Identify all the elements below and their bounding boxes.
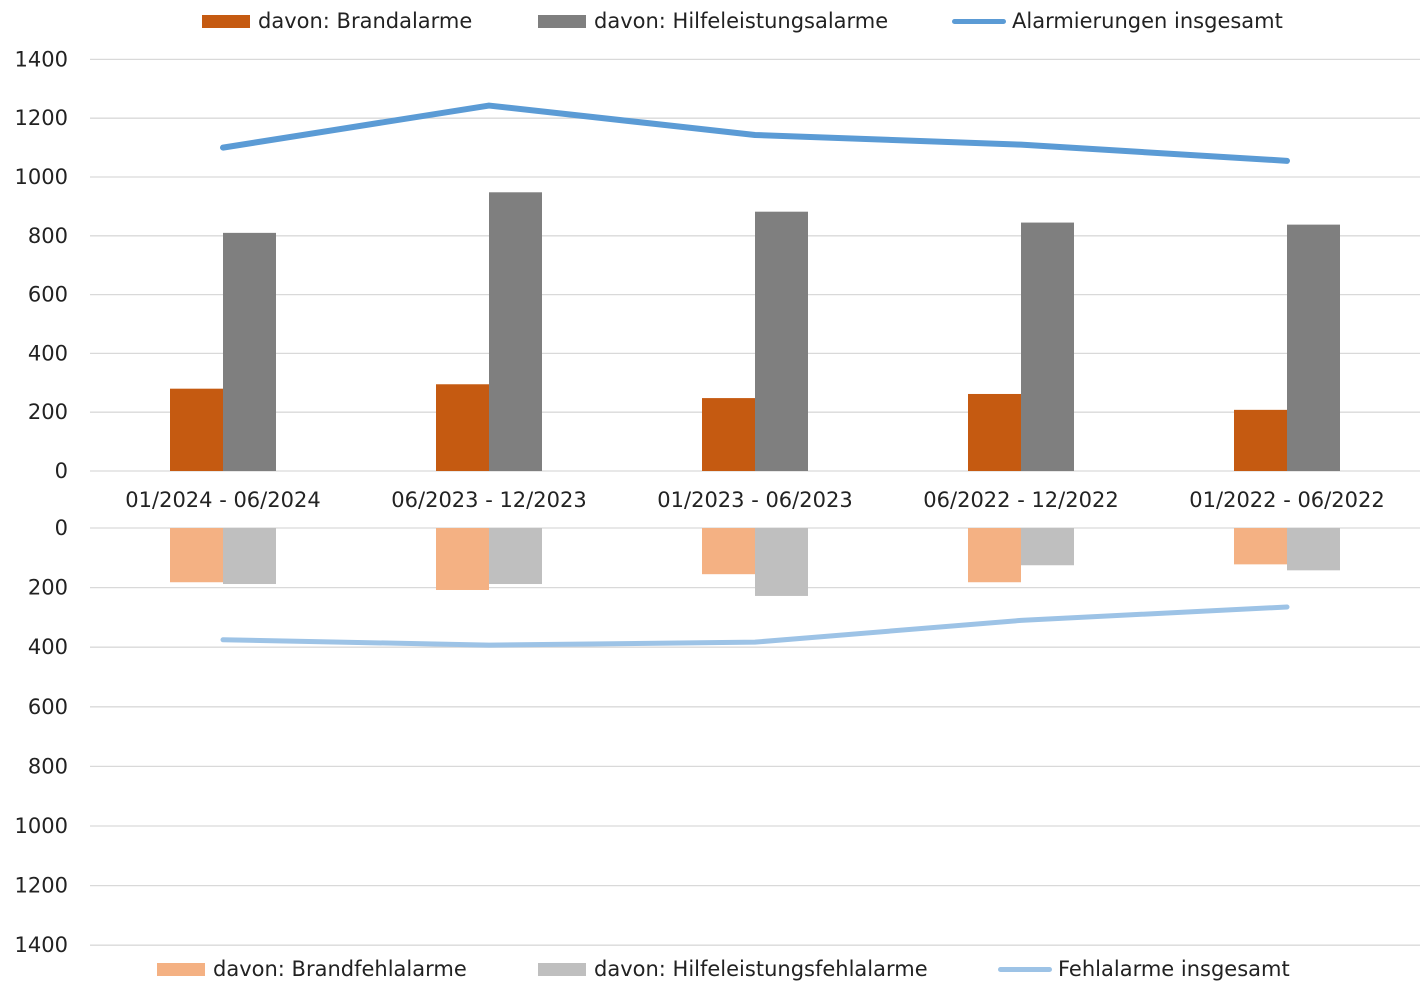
bar-top-s1-c3 <box>1021 222 1074 471</box>
bar-bottom-s0-c2 <box>702 528 755 575</box>
bar-top-s1-c2 <box>755 211 808 471</box>
legend-item-hilfeleistungsfehlalarme: davon: Hilfeleistungsfehlalarme <box>538 957 928 981</box>
y-tick-top-5: 1000 <box>15 165 68 189</box>
legend-item-alarmierungen-insgesamt: Alarmierungen insgesamt <box>952 9 1283 33</box>
legend-item-brandalarme: davon: Brandalarme <box>202 9 472 33</box>
y-tick-bottom-4: 800 <box>28 754 68 778</box>
legend-swatch-brandalarme <box>202 14 250 28</box>
bar-bottom-s1-c3 <box>1021 528 1074 566</box>
legend-item-fehlalarme-insgesamt: Fehlalarme insgesamt <box>998 957 1290 981</box>
bar-top-s0-c2 <box>702 398 755 471</box>
y-tick-top-3: 600 <box>28 283 68 307</box>
y-tick-bottom-6: 1200 <box>15 874 68 898</box>
bar-bottom-s0-c1 <box>436 528 489 590</box>
y-tick-top-1: 200 <box>28 400 68 424</box>
legend-swatch-fehlalarme-insgesamt <box>998 966 1052 972</box>
y-tick-bottom-5: 1000 <box>15 814 68 838</box>
bar-bottom-s1-c4 <box>1287 528 1340 571</box>
bar-top-s1-c4 <box>1287 224 1340 471</box>
legend-item-hilfeleistungsalarme: davon: Hilfeleistungsalarme <box>538 9 888 33</box>
y-tick-bottom-7: 1400 <box>15 933 68 957</box>
top-legend: davon: Brandalarme davon: Hilfeleistungs… <box>0 6 1427 36</box>
bottom-legend: davon: Brandfehlalarme davon: Hilfeleist… <box>0 954 1427 984</box>
line-fehlalarme-insgesamt <box>220 604 1290 648</box>
y-tick-top-7: 1400 <box>15 47 68 71</box>
y-tick-top-6: 1200 <box>15 106 68 130</box>
bar-bottom-s0-c0 <box>170 528 223 583</box>
bar-bottom-s0-c4 <box>1234 528 1287 565</box>
bar-top-s1-c0 <box>223 232 276 471</box>
bar-bottom-s0-c3 <box>968 528 1021 583</box>
category-label-2: 01/2023 - 06/2023 <box>657 488 852 512</box>
legend-item-brandfehlalarme: davon: Brandfehlalarme <box>157 957 467 981</box>
y-tick-bottom-0: 0 <box>55 516 68 540</box>
category-label-1: 06/2023 - 12/2023 <box>391 488 586 512</box>
legend-label-fehlalarme-insgesamt: Fehlalarme insgesamt <box>1058 957 1290 981</box>
bar-bottom-s1-c0 <box>223 528 276 585</box>
category-label-4: 01/2022 - 06/2022 <box>1189 488 1384 512</box>
bar-top-s0-c3 <box>968 393 1021 471</box>
legend-swatch-hilfeleistungsfehlalarme <box>538 962 586 976</box>
bar-top-s0-c1 <box>436 384 489 471</box>
bar-bottom-s1-c1 <box>489 528 542 585</box>
bar-top-s0-c0 <box>170 388 223 471</box>
bar-top-s0-c4 <box>1234 409 1287 471</box>
y-tick-top-4: 800 <box>28 224 68 248</box>
legend-label-hilfeleistungsalarme: davon: Hilfeleistungsalarme <box>594 9 889 33</box>
y-tick-bottom-2: 400 <box>28 635 68 659</box>
legend-label-brandalarme: davon: Brandalarme <box>258 9 473 33</box>
legend-swatch-brandfehlalarme <box>157 962 205 976</box>
line-alarmierungen-insgesamt <box>220 102 1290 164</box>
legend-label-hilfeleistungsfehlalarme: davon: Hilfeleistungsfehlalarme <box>594 957 928 981</box>
bar-top-s1-c1 <box>489 192 542 471</box>
y-tick-bottom-3: 600 <box>28 695 68 719</box>
bar-bottom-s1-c2 <box>755 528 808 596</box>
y-tick-top-0: 0 <box>55 459 68 483</box>
legend-swatch-hilfeleistungsalarme <box>538 14 586 28</box>
category-label-0: 01/2024 - 06/2024 <box>125 488 320 512</box>
legend-swatch-alarmierungen-insgesamt <box>952 18 1006 24</box>
y-tick-bottom-1: 200 <box>28 576 68 600</box>
category-label-3: 06/2022 - 12/2022 <box>923 488 1118 512</box>
legend-label-brandfehlalarme: davon: Brandfehlalarme <box>213 957 467 981</box>
legend-label-alarmierungen-insgesamt: Alarmierungen insgesamt <box>1012 9 1283 33</box>
y-tick-top-2: 400 <box>28 341 68 365</box>
